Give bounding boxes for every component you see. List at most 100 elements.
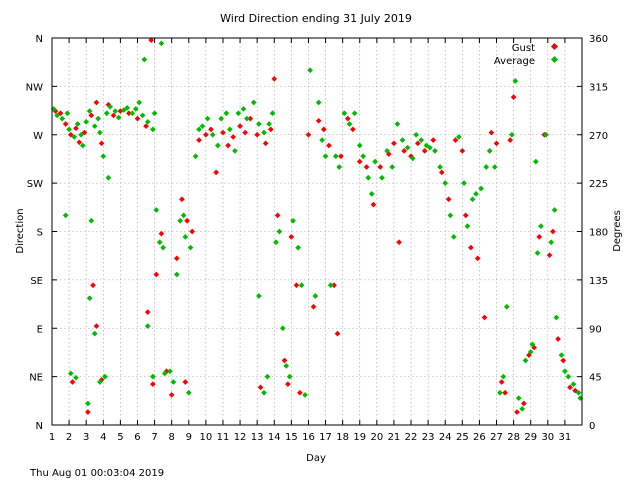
point-average xyxy=(64,110,71,117)
point-average xyxy=(562,368,568,375)
point-average xyxy=(153,207,160,213)
point-average xyxy=(427,144,433,151)
legend-marker-gust xyxy=(550,42,559,51)
point-gust xyxy=(567,384,573,391)
x-tick-label: 20 xyxy=(370,432,383,443)
point-average xyxy=(151,110,158,117)
point-gust xyxy=(415,140,421,147)
point-average xyxy=(167,368,173,375)
right-axis-label: Degrees xyxy=(612,210,623,252)
point-average xyxy=(261,389,267,396)
point-average xyxy=(144,323,151,329)
point-gust xyxy=(213,169,219,176)
point-average xyxy=(307,67,313,74)
left-tick-label: SW xyxy=(27,179,43,190)
point-gust xyxy=(488,129,495,136)
point-gust xyxy=(268,126,274,133)
point-average xyxy=(83,119,90,125)
point-average xyxy=(327,282,334,289)
point-average xyxy=(368,191,375,197)
left-tick-label: N xyxy=(36,34,43,45)
point-gust xyxy=(356,158,363,165)
point-average xyxy=(192,153,199,160)
point-gust xyxy=(344,115,351,122)
point-average xyxy=(509,131,515,138)
point-average xyxy=(74,121,81,127)
point-gust xyxy=(297,389,303,396)
point-average xyxy=(442,180,449,186)
point-average xyxy=(158,40,165,47)
point-gust xyxy=(262,140,269,147)
point-average xyxy=(450,234,457,240)
point-average xyxy=(538,223,544,229)
point-average xyxy=(276,228,283,235)
point-average xyxy=(322,153,329,160)
point-average xyxy=(527,349,534,355)
point-average xyxy=(273,239,279,246)
x-tick-label: 16 xyxy=(302,432,315,443)
right-tick-label: 45 xyxy=(589,373,602,384)
point-gust xyxy=(326,142,332,149)
point-average xyxy=(141,56,148,63)
point-average xyxy=(384,148,390,154)
legend-label-average: Average xyxy=(494,56,535,67)
point-average xyxy=(91,123,98,129)
point-average xyxy=(162,370,168,377)
point-average xyxy=(283,363,290,369)
point-gust xyxy=(370,201,377,208)
point-gust xyxy=(334,330,341,337)
x-tick-label: 7 xyxy=(151,432,157,443)
point-average xyxy=(112,108,119,114)
point-gust xyxy=(363,164,370,170)
point-gust xyxy=(507,137,514,143)
left-tick-label: S xyxy=(37,228,43,239)
point-average xyxy=(534,250,541,256)
point-average xyxy=(286,373,293,380)
point-gust xyxy=(69,379,76,385)
x-tick-label: 5 xyxy=(117,432,123,443)
point-average xyxy=(379,174,385,181)
point-average xyxy=(105,174,112,181)
point-average xyxy=(218,115,225,122)
point-average xyxy=(533,158,539,165)
point-average xyxy=(512,78,519,84)
point-gust xyxy=(254,131,260,138)
point-gust xyxy=(184,217,190,224)
point-average xyxy=(223,110,230,117)
point-average xyxy=(312,293,319,299)
point-gust xyxy=(242,129,249,136)
point-gust xyxy=(546,252,553,258)
point-average xyxy=(394,121,401,127)
point-gust xyxy=(293,282,300,289)
left-tick-label: E xyxy=(37,324,43,335)
point-gust xyxy=(110,112,117,119)
point-average xyxy=(409,155,416,162)
x-tick-label: 6 xyxy=(134,432,140,443)
point-gust xyxy=(493,140,500,147)
point-average xyxy=(372,158,378,165)
point-gust xyxy=(237,123,243,129)
point-average xyxy=(177,217,184,224)
point-average xyxy=(486,148,493,154)
point-average xyxy=(150,373,156,380)
left-tick-label: NE xyxy=(29,373,43,384)
point-gust xyxy=(315,117,322,124)
point-gust xyxy=(462,212,469,219)
point-average xyxy=(180,212,187,219)
point-gust xyxy=(281,357,288,364)
point-average xyxy=(139,112,146,119)
point-average xyxy=(66,126,72,133)
point-gust xyxy=(550,228,556,235)
point-average xyxy=(558,352,565,358)
point-average xyxy=(115,114,122,121)
x-tick-label: 8 xyxy=(168,432,174,443)
point-gust xyxy=(401,148,408,154)
left-tick-label: N xyxy=(36,421,43,432)
point-average xyxy=(209,131,216,138)
point-gust xyxy=(288,234,295,240)
point-average xyxy=(269,110,276,117)
point-average xyxy=(432,148,438,154)
point-average xyxy=(86,295,93,301)
point-gust xyxy=(521,400,527,407)
right-tick-label: 270 xyxy=(589,131,608,142)
